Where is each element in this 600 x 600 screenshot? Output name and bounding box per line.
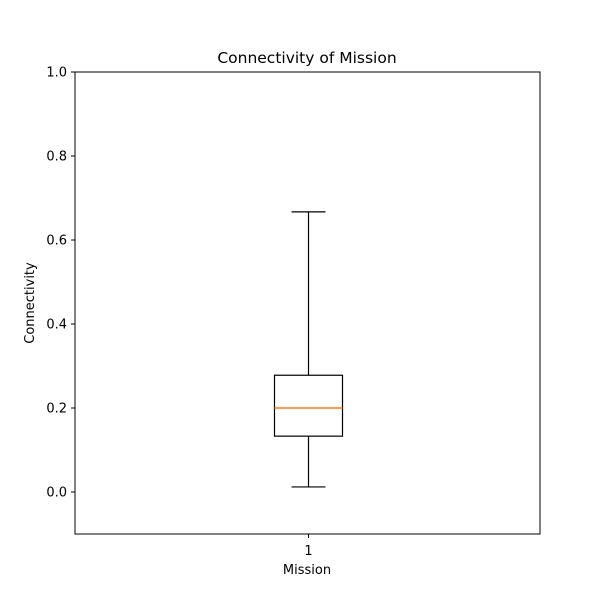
interquartile-box	[273, 374, 344, 437]
y-tick-label: 1.0	[46, 66, 67, 81]
box-series	[273, 211, 344, 488]
box-group	[273, 211, 344, 488]
chart-title: Connectivity of Mission	[217, 49, 396, 67]
y-tick-label: 0.4	[46, 318, 67, 333]
x-axis: 1	[304, 534, 313, 559]
y-axis-label: Connectivity	[23, 262, 38, 344]
x-tick-label: 1	[304, 544, 312, 559]
y-tick-label: 0.0	[46, 486, 67, 501]
y-tick-label: 0.2	[46, 402, 67, 417]
y-tick-label: 0.6	[46, 234, 67, 249]
y-axis: 0.0 0.2 0.4 0.6 0.8 1.0	[46, 66, 75, 501]
x-axis-label: Mission	[283, 563, 331, 578]
y-tick-label: 0.8	[46, 150, 67, 165]
plot-area-frame	[74, 71, 541, 535]
